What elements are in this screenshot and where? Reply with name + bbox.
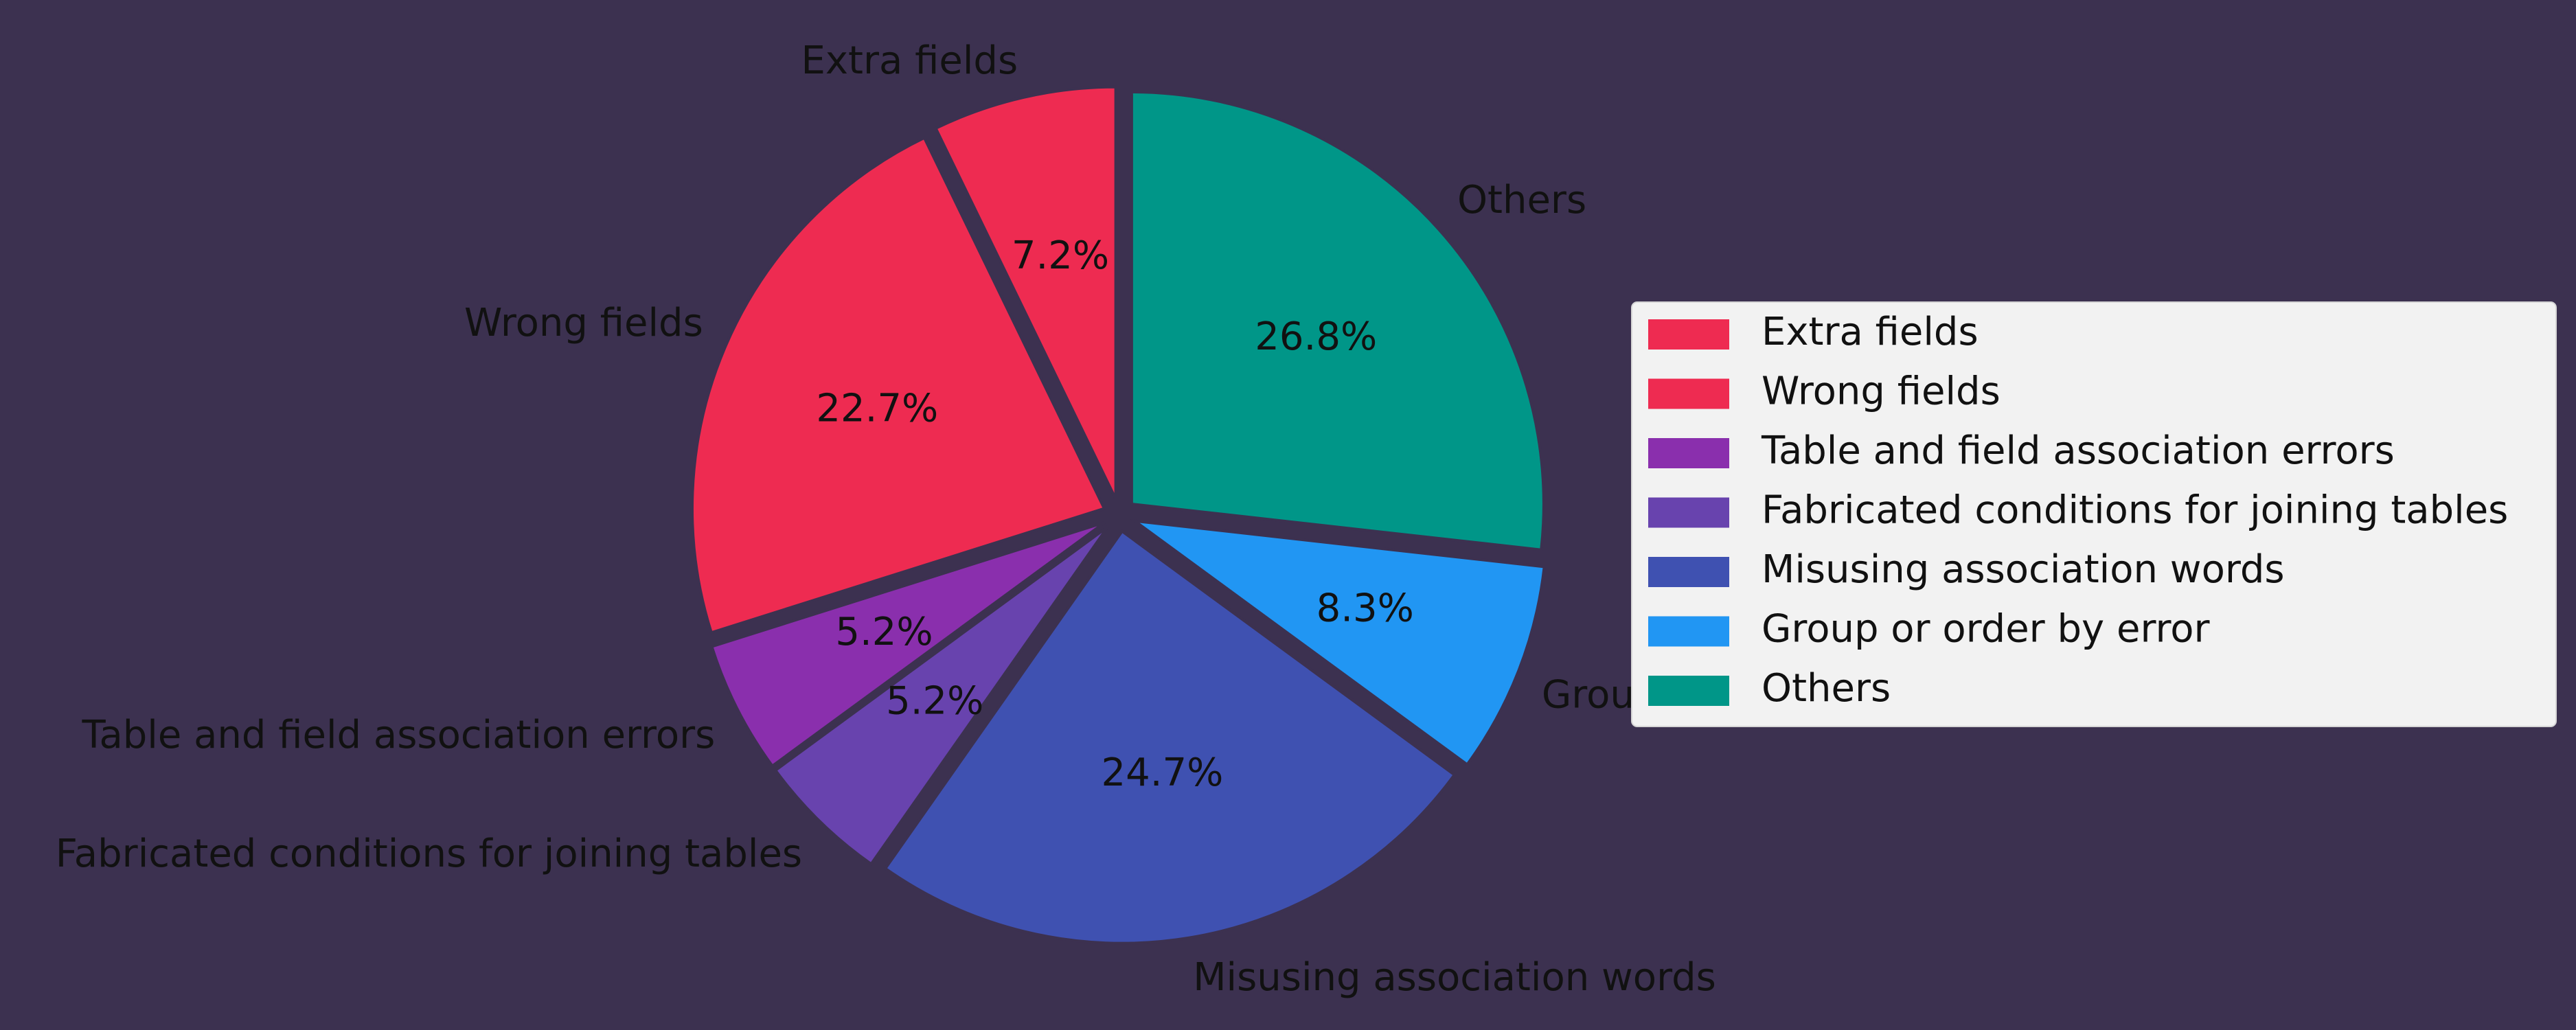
pie-slice-fabricated-conditions-for-joining-tables [773, 525, 1109, 867]
slice-pct-misusing-association-words: 24.7% [1101, 751, 1223, 795]
pie-slice-others [1130, 90, 1545, 551]
legend-items: Extra fields Wrong fields Table and field … [1648, 310, 2508, 711]
pie-slice-group-or-order-by-error [1130, 518, 1546, 767]
slice-pct-group-or-order-by-error: 8.3% [1317, 586, 1414, 631]
legend-swatch-fabricated-conditions-for-joining-tables [1648, 497, 1729, 528]
legend-swatch-extra-fields [1648, 319, 1729, 350]
pie-slice-table-and-field-association-errors [709, 520, 1106, 768]
slice-label-misusing-association-words: Misusing association words [1193, 955, 1716, 1000]
legend-swatch-others [1648, 676, 1729, 706]
slice-label-others: Others [1457, 178, 1586, 222]
slices-layer [690, 85, 1546, 945]
legend-swatch-table-and-field-association-errors [1648, 438, 1729, 468]
slice-pct-table-and-field-association-errors: 5.2% [835, 610, 933, 654]
slice-pct-fabricated-conditions-for-joining-tables: 5.2% [886, 678, 983, 723]
legend-label-others: Others [1762, 666, 1891, 711]
pct-labels-layer: 7.2% 22.7% 5.2% 5.2% 24.7% 8.3% 26.8% [816, 233, 1414, 795]
pie-slice-misusing-association-words [883, 529, 1457, 945]
legend: Extra fields Wrong fields Table and field … [1631, 301, 2557, 727]
legend-label-extra-fields: Extra fields [1762, 310, 1979, 354]
pie-slice-extra-fields [933, 85, 1117, 500]
legend-box [1631, 301, 2557, 727]
legend-label-misusing-association-words: Misusing association words [1762, 547, 2285, 592]
outer-labels-layer: Extra fields Wrong fields Table and field … [56, 38, 1991, 1000]
legend-label-wrong-fields: Wrong fields [1762, 369, 2001, 414]
legend-label-table-and-field-association-errors: Table and field association errors [1761, 428, 2395, 473]
legend-label-fabricated-conditions-for-joining-tables: Fabricated conditions for joining tables [1762, 488, 2508, 533]
legend-swatch-wrong-fields [1648, 378, 1729, 409]
slice-pct-others: 26.8% [1255, 314, 1377, 359]
slice-label-table-and-field-association-errors: Table and field association errors [82, 713, 716, 757]
slice-label-wrong-fields: Wrong fields [464, 301, 703, 345]
legend-swatch-misusing-association-words [1648, 557, 1729, 587]
slice-pct-wrong-fields: 22.7% [816, 386, 938, 431]
legend-label-group-or-order-by-error: Group or order by error [1762, 607, 2211, 652]
slice-pct-extra-fields: 7.2% [1012, 233, 1109, 278]
legend-swatch-group-or-order-by-error [1648, 616, 1729, 647]
pie-slice-wrong-fields [690, 136, 1106, 634]
slice-label-fabricated-conditions-for-joining-tables: Fabricated conditions for joining tables [56, 832, 802, 876]
slice-label-extra-fields: Extra fields [801, 38, 1018, 83]
